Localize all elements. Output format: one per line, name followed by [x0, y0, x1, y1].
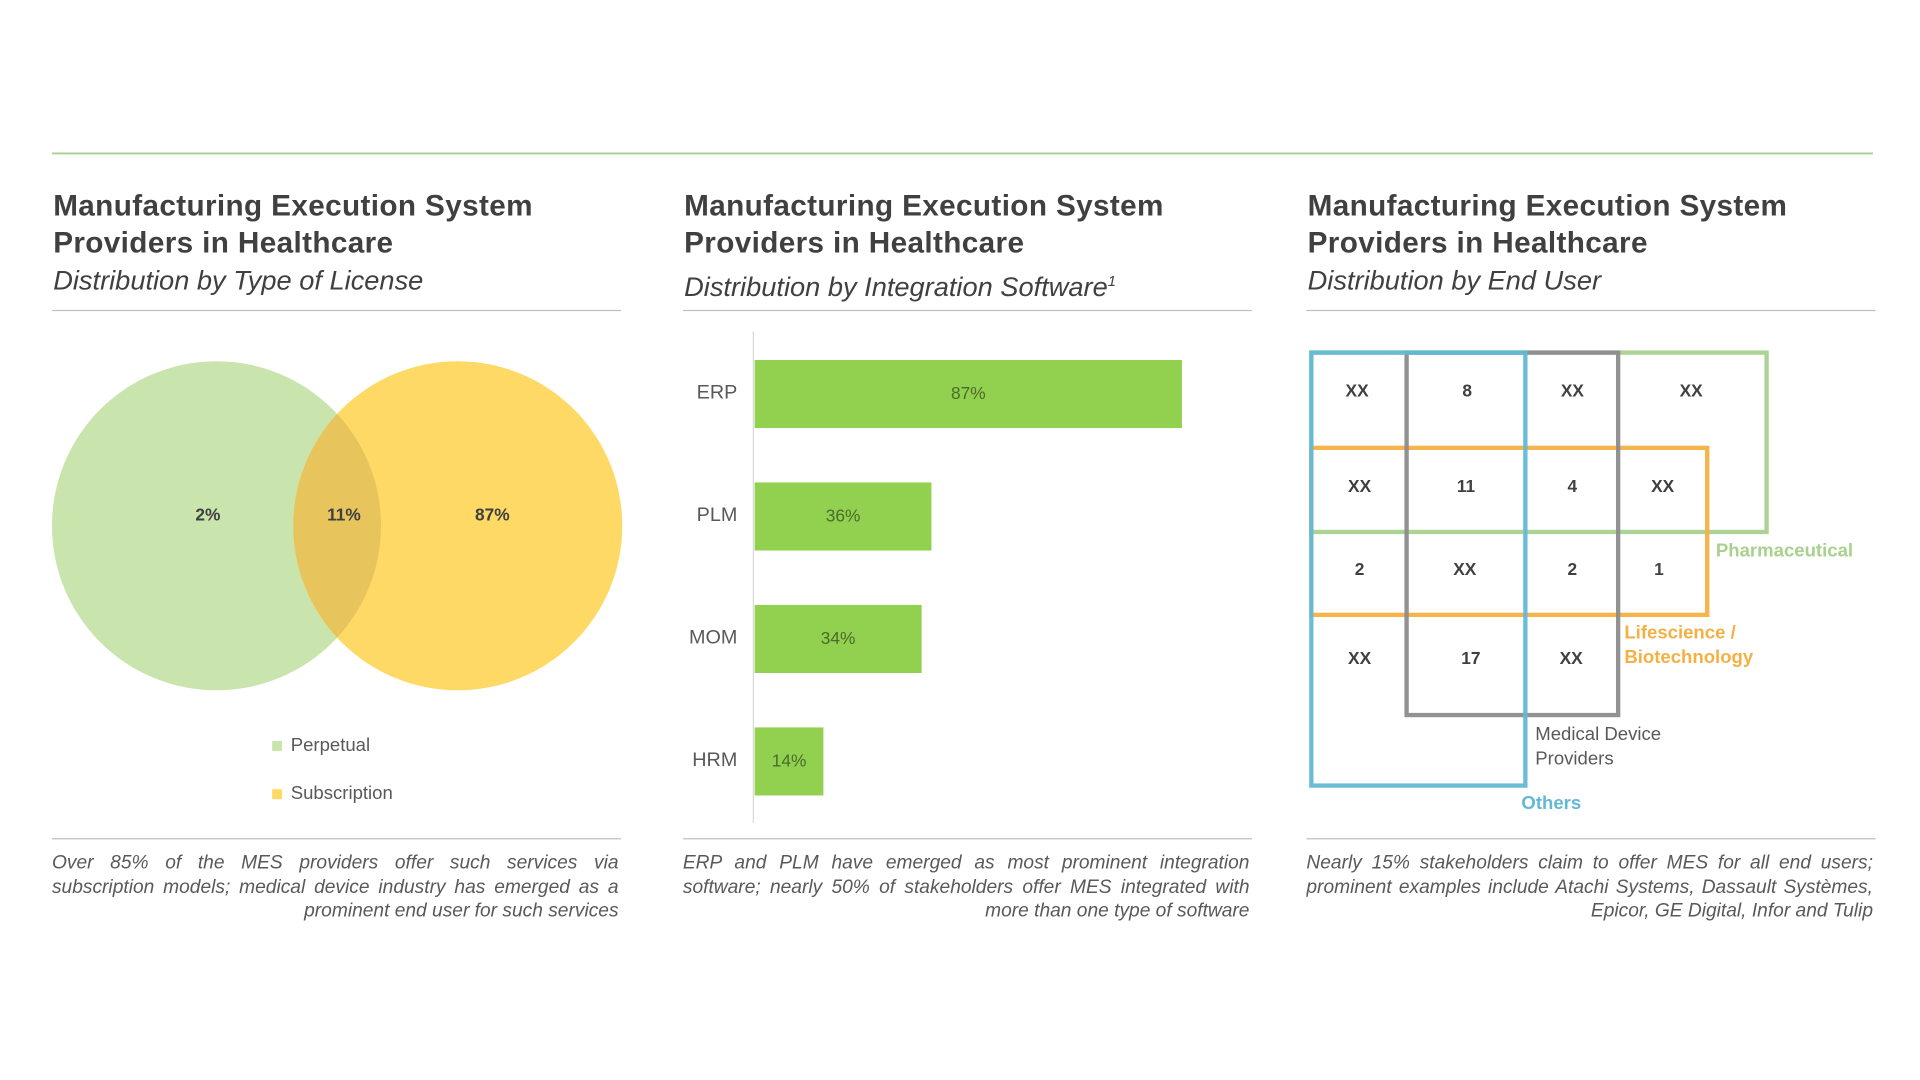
caption-box: Nearly 15% stakeholders claim to offer M…	[1306, 852, 1873, 922]
value-label: 14%	[772, 751, 807, 771]
bar	[754, 482, 932, 551]
legend-swatch	[272, 789, 283, 800]
group-label: Medical Device Providers	[1535, 723, 1662, 770]
cell-value: XX	[1346, 381, 1370, 401]
group-outline	[1309, 350, 1528, 788]
panel-heading: Manufacturing Execution System Providers…	[1308, 188, 1877, 299]
cell-value: XX	[1453, 559, 1477, 579]
cell-value: 1	[1654, 559, 1664, 579]
panel-title: Manufacturing Execution System Providers…	[684, 189, 1164, 260]
bar	[754, 727, 824, 796]
group-label-box: Others	[1521, 792, 1582, 815]
cell-value: 4	[1568, 476, 1578, 496]
category-label: PLM	[697, 504, 738, 526]
caption: Over 85% of the MES providers offer such…	[51, 852, 619, 922]
heading: Manufacturing Execution System Providers…	[53, 188, 622, 299]
cell-value: 2	[1568, 559, 1578, 579]
group-label-box: Lifescience / Biotechnology	[1624, 622, 1754, 669]
venn-overlap	[293, 413, 382, 638]
panel-subtitle-line: Distribution by End User	[1308, 262, 1877, 299]
panel-subtitle-line: Distribution by Integration Software1	[684, 262, 1253, 305]
group-label-box: Medical Device Providers	[1535, 723, 1662, 770]
value-label: 87%	[951, 383, 986, 403]
panel-subtitle: Distribution by Type of License	[53, 264, 424, 296]
group-label: Others	[1521, 792, 1582, 815]
category-label: ERP	[697, 382, 738, 404]
value-label: 36%	[826, 506, 861, 526]
cell-value: XX	[1651, 476, 1675, 496]
cell-value: XX	[1560, 648, 1584, 668]
panel-title: Manufacturing Execution System Providers…	[1307, 189, 1788, 260]
value-label: 11%	[327, 504, 361, 524]
panel-heading: Manufacturing Execution System Providers…	[53, 188, 622, 299]
legend-swatch	[272, 741, 283, 751]
cell-value: 11	[1457, 476, 1476, 496]
cell-value: XX	[1680, 381, 1704, 401]
legend-label: Subscription	[291, 782, 393, 803]
panel-subtitle: Distribution by Integration Software	[684, 271, 1108, 303]
group-label: Pharmaceutical	[1715, 540, 1854, 562]
group-label-box: Pharmaceutical	[1715, 540, 1854, 562]
caption: Nearly 15% stakeholders claim to offer M…	[1306, 852, 1873, 922]
cell-value: XX	[1348, 476, 1372, 496]
cell-value: 17	[1461, 648, 1480, 668]
panel-heading: Manufacturing Execution System Providers…	[684, 188, 1253, 306]
panel-title: Manufacturing Execution System Providers…	[53, 189, 533, 260]
subtitle-note: 1	[1107, 272, 1116, 290]
caption-box: ERP and PLM have emerged as most promine…	[682, 852, 1250, 922]
cell-value: 8	[1462, 381, 1472, 401]
value-label: 87%	[475, 504, 510, 524]
category-label: MOM	[689, 627, 737, 649]
value-label: 2%	[195, 504, 220, 524]
value-label: 34%	[821, 628, 856, 648]
group-outline	[1309, 350, 1769, 535]
cell-value: 2	[1355, 559, 1365, 579]
panel-subtitle-line: Distribution by Type of License	[53, 262, 622, 299]
heading: Manufacturing Execution System Providers…	[684, 188, 1253, 306]
category-label: HRM	[692, 749, 737, 771]
venn-circle	[293, 361, 623, 691]
panel-subtitle: Distribution by End User	[1307, 264, 1602, 296]
bar	[754, 604, 922, 673]
legend-label: Perpetual	[291, 734, 370, 755]
cell-value: XX	[1348, 648, 1372, 668]
cell-value: XX	[1561, 381, 1585, 401]
group-label: Lifescience / Biotechnology	[1624, 622, 1754, 669]
caption-box: Over 85% of the MES providers offer such…	[51, 852, 619, 922]
venn-circle	[51, 361, 382, 691]
caption: ERP and PLM have emerged as most promine…	[682, 852, 1250, 922]
heading: Manufacturing Execution System Providers…	[1308, 188, 1877, 299]
bar	[754, 360, 1182, 429]
